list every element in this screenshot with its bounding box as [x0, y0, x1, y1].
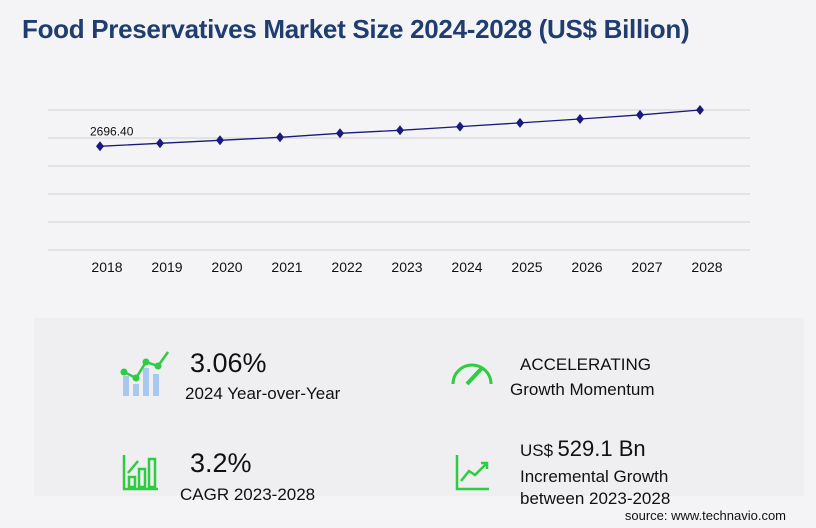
data-point-2023 [396, 125, 404, 136]
cagr-value: 3.2% [190, 448, 252, 478]
data-point-2021 [276, 132, 284, 143]
growth-chart-icon [120, 351, 170, 396]
yoy-label: 2024 Year-over-Year [185, 384, 341, 403]
data-point-2018 [96, 141, 104, 152]
bar-growth-icon [122, 455, 158, 491]
x-tick-label: 2026 [571, 259, 602, 275]
currency-prefix: US$ [520, 441, 554, 460]
yoy-value: 3.06% [190, 348, 267, 378]
momentum-value: ACCELERATING [520, 355, 651, 374]
speedometer-icon [451, 363, 493, 386]
x-tick-label: 2027 [631, 259, 662, 275]
x-tick-label: 2019 [151, 259, 182, 275]
x-tick-label: 2028 [691, 259, 722, 275]
incremental-value: US$ 529.1 Bn [520, 436, 646, 462]
momentum-label: Growth Momentum [510, 380, 655, 399]
data-point-2027 [636, 109, 644, 120]
x-tick-label: 2022 [331, 259, 362, 275]
x-tick-label: 2018 [91, 259, 122, 275]
x-tick-label: 2020 [211, 259, 242, 275]
stats-panel [34, 318, 804, 496]
data-point-2020 [216, 135, 224, 146]
source-text: source: www.technavio.com [624, 508, 786, 523]
data-point-2028 [696, 104, 704, 115]
cagr-label: CAGR 2023-2028 [180, 485, 316, 504]
data-point-2022 [336, 128, 344, 139]
x-tick-label: 2024 [451, 259, 482, 275]
trend-line-icon [455, 455, 489, 491]
data-point-2019 [156, 138, 164, 149]
data-point-2025 [516, 117, 524, 128]
line-chart: 2018 2019 2020 2021 2022 2023 2024 2025 2026 2027… [48, 104, 750, 275]
x-tick-label: 2025 [511, 259, 542, 275]
data-label: 2696.40 [90, 124, 134, 138]
incremental-label-2: between 2023-2028 [520, 489, 671, 508]
x-tick-label: 2023 [391, 259, 422, 275]
x-tick-label: 2021 [271, 259, 302, 275]
incremental-amount: 529.1 Bn [557, 436, 646, 461]
page-title: Food Preservatives Market Size 2024-2028… [22, 14, 690, 44]
data-point-2026 [576, 113, 584, 124]
data-point-2024 [456, 121, 464, 132]
incremental-label-1: Incremental Growth [520, 467, 669, 486]
